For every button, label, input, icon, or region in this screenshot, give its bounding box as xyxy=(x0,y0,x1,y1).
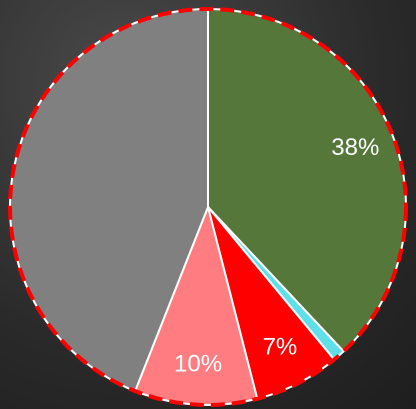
data-label: 10% xyxy=(174,350,222,377)
pie-outline xyxy=(8,7,408,407)
data-label: 7% xyxy=(263,333,298,360)
data-label: 38% xyxy=(331,134,379,161)
